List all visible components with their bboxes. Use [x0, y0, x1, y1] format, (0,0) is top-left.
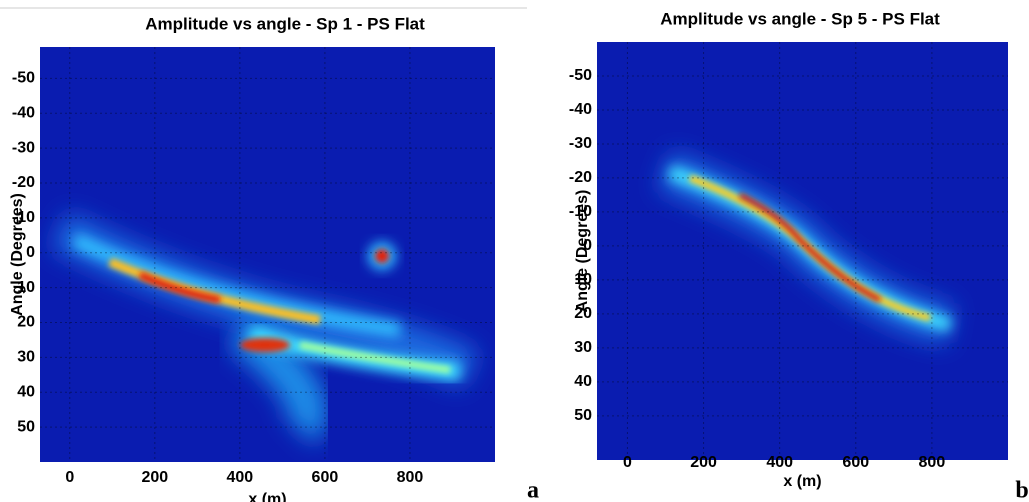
- y-tick-label: 40: [17, 383, 35, 400]
- y-tick-label: 30: [574, 339, 592, 356]
- y-tick-label: 10: [17, 279, 35, 296]
- x-tick-label: 600: [842, 454, 869, 471]
- y-tick-label: 40: [574, 373, 592, 390]
- x-tick-label: 200: [141, 469, 168, 486]
- y-tick-label: -20: [12, 174, 35, 191]
- x-tick-label: 400: [766, 454, 793, 471]
- x-tick-label: 800: [919, 454, 946, 471]
- y-tick-label: -30: [12, 139, 35, 156]
- y-tick-label: -40: [12, 104, 35, 121]
- y-tick-label: 20: [574, 305, 592, 322]
- heatmap-image: [40, 47, 495, 462]
- y-tick-label: -40: [569, 101, 592, 118]
- y-tick-label: 0: [583, 237, 592, 254]
- x-axis-label: x (m): [248, 491, 286, 502]
- x-tick-label: 600: [312, 469, 339, 486]
- y-tick-label: -50: [569, 67, 592, 84]
- y-tick-label: -10: [12, 209, 35, 226]
- y-tick-label: -10: [569, 203, 592, 220]
- x-axis-label: x (m): [783, 473, 821, 490]
- chart-title: Amplitude vs angle - Sp 1 - PS Flat: [145, 14, 425, 33]
- panel-label: a: [527, 478, 539, 502]
- y-tick-label: 10: [574, 271, 592, 288]
- y-axis-label: Angle (Degrees): [9, 193, 26, 316]
- x-tick-label: 400: [227, 469, 254, 486]
- heatmap-image: [597, 42, 1008, 460]
- y-tick-label: 20: [17, 314, 35, 331]
- chart-title: Amplitude vs angle - Sp 5 - PS Flat: [660, 9, 940, 28]
- y-tick-label: -20: [569, 169, 592, 186]
- y-tick-label: 0: [26, 244, 35, 261]
- y-axis-label: Angle (Degrees): [574, 190, 591, 313]
- x-tick-label: 200: [690, 454, 717, 471]
- y-tick-label: 30: [17, 349, 35, 366]
- y-tick-label: 50: [17, 418, 35, 435]
- panel-label: b: [1015, 478, 1028, 502]
- x-tick-label: 0: [65, 469, 74, 486]
- x-tick-label: 0: [623, 454, 632, 471]
- y-tick-label: 50: [574, 407, 592, 424]
- x-tick-label: 800: [397, 469, 424, 486]
- y-tick-label: -50: [12, 70, 35, 87]
- y-tick-label: -30: [569, 135, 592, 152]
